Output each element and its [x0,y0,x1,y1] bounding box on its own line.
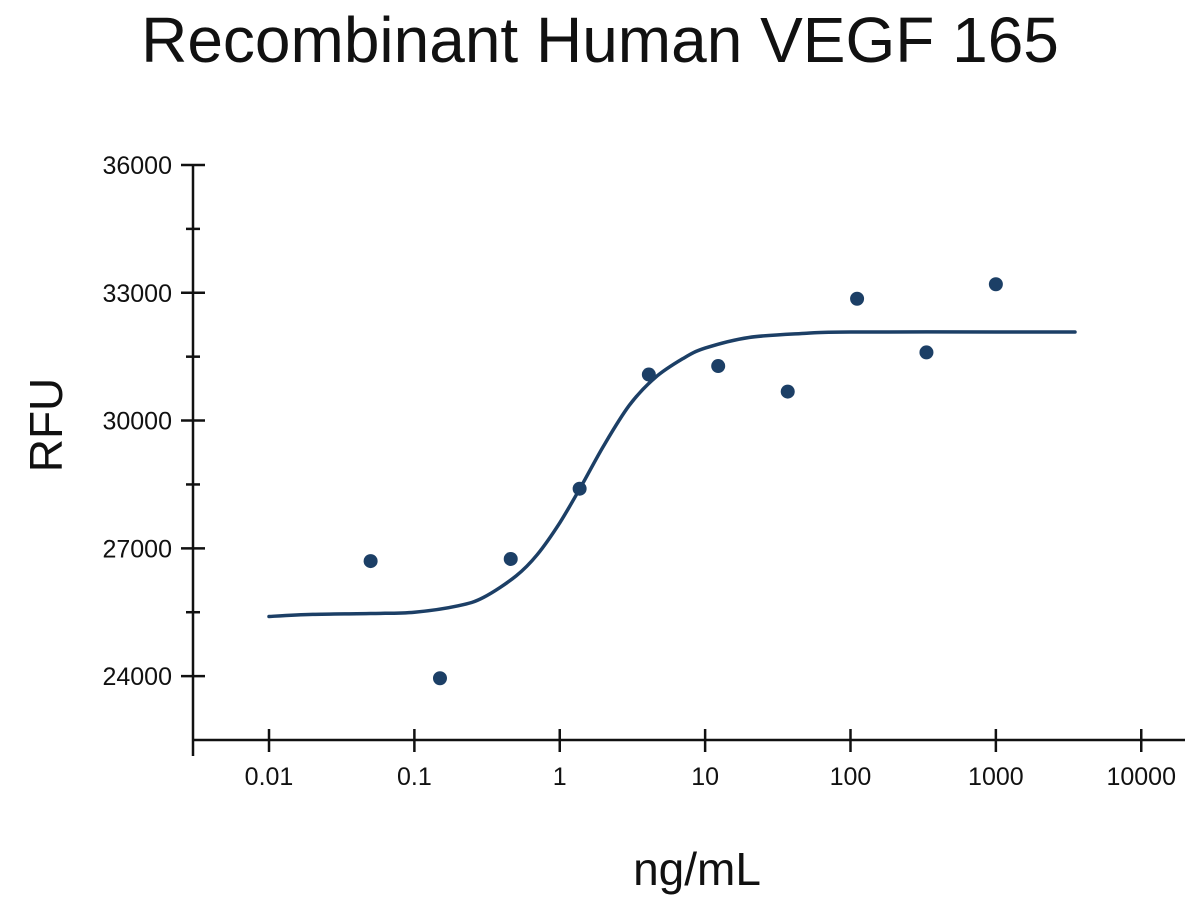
data-point [363,554,378,569]
x-tick-label: 10 [691,763,719,791]
data-point [641,367,656,382]
x-tick-label: 0.01 [245,763,294,791]
x-tick-label: 100 [830,763,872,791]
y-tick-label: 30000 [102,408,172,436]
x-tick-label: 1 [553,763,567,791]
data-point [988,277,1003,292]
x-tick-label: 0.1 [397,763,432,791]
data-point [572,481,587,496]
x-tick-label: 1000 [968,763,1024,791]
chart-title: Recombinant Human VEGF 165 [141,4,1059,76]
y-ticks: 24000 27000 30000 33000 36000 [102,152,205,691]
x-tick-label: 10000 [1106,763,1176,791]
x-ticks: 0.01 0.1 1 10 100 1000 10000 [245,729,1176,791]
fit-curve [267,330,1077,619]
y-tick-label: 24000 [102,663,172,691]
y-axis-label: RFU [20,378,72,473]
y-tick-label: 33000 [102,280,172,308]
data-point [780,384,795,399]
data-point [850,291,865,306]
fit-curve-layer [267,330,1077,619]
y-tick-label: 27000 [102,535,172,563]
x-axis-label: ng/mL [633,843,761,895]
data-points-layer [363,277,1003,686]
data-point [432,671,447,686]
data-point [503,551,518,566]
data-point [711,359,726,374]
data-point [919,345,934,360]
y-tick-label: 36000 [102,152,172,180]
